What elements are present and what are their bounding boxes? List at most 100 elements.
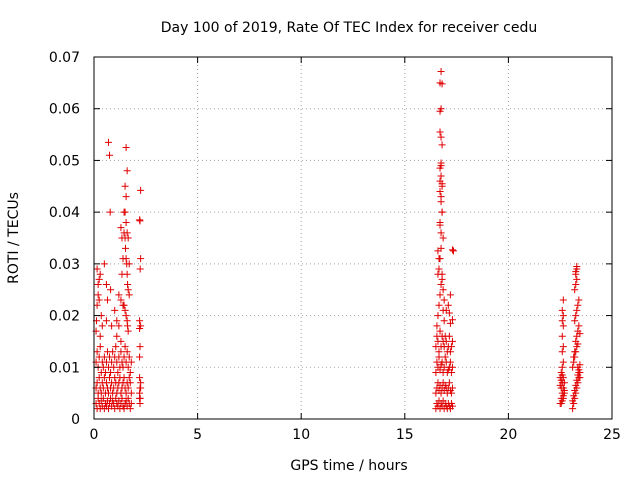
data-point — [93, 301, 101, 309]
data-point — [444, 301, 452, 309]
data-point — [558, 379, 566, 387]
data-point — [558, 363, 566, 371]
grid-lines — [94, 57, 612, 419]
data-point — [574, 340, 582, 348]
data-point — [558, 348, 566, 356]
data-point — [575, 296, 583, 304]
data-point — [436, 128, 444, 136]
data-point — [126, 379, 134, 387]
y-tick-label: 0.04 — [49, 205, 80, 221]
data-point — [575, 366, 583, 374]
data-point — [435, 348, 443, 356]
data-point — [437, 133, 445, 141]
x-tick-label: 25 — [603, 427, 621, 443]
data-point — [440, 317, 448, 325]
data-point — [572, 281, 580, 289]
data-point — [435, 301, 443, 309]
data-point — [448, 246, 456, 254]
data-point — [559, 296, 567, 304]
data-point — [449, 247, 457, 255]
data-point — [438, 80, 446, 88]
data-point — [122, 255, 130, 263]
data-point — [569, 397, 577, 405]
data-point — [435, 265, 443, 273]
data-point — [575, 322, 583, 330]
data-point — [95, 275, 103, 283]
data-point — [120, 301, 128, 309]
data-point — [436, 187, 444, 195]
x-tick-label: 20 — [499, 427, 517, 443]
data-point — [136, 217, 144, 225]
data-point — [136, 343, 144, 351]
data-point — [118, 234, 126, 242]
data-point — [94, 281, 102, 289]
data-point — [136, 265, 144, 273]
data-point — [93, 265, 101, 273]
data-point — [572, 312, 580, 320]
data-point — [114, 368, 122, 376]
data-point — [573, 262, 581, 270]
y-tick-label: 0.03 — [49, 257, 80, 273]
data-point — [94, 291, 102, 299]
data-point — [136, 353, 144, 361]
data-point — [572, 268, 580, 276]
data-point — [123, 348, 131, 356]
data-point — [122, 193, 130, 201]
data-point — [125, 291, 133, 299]
data-point — [448, 402, 456, 410]
data-point — [106, 151, 114, 159]
data-point — [436, 164, 444, 172]
x-tick-label: 0 — [90, 427, 99, 443]
data-point — [574, 371, 582, 379]
data-point — [106, 208, 114, 216]
data-point — [124, 327, 132, 335]
data-point — [437, 193, 445, 201]
data-point — [105, 138, 113, 146]
data-point — [93, 348, 101, 356]
data-point — [109, 348, 117, 356]
data-point — [95, 296, 103, 304]
data-point — [571, 317, 579, 325]
data-point — [136, 374, 144, 382]
data-point — [102, 281, 110, 289]
data-point — [124, 286, 132, 294]
data-point — [559, 343, 567, 351]
data-point — [115, 291, 123, 299]
data-point — [437, 172, 445, 180]
data-point — [108, 322, 116, 330]
data-point — [115, 322, 123, 330]
data-point — [123, 167, 131, 175]
data-point — [445, 379, 453, 387]
y-tick-labels: 0 0.01 0.02 0.03 0.04 0.05 0.06 0.07 — [49, 50, 80, 428]
data-point — [572, 381, 580, 389]
x-tick-labels: 0 5 10 15 20 25 — [90, 427, 621, 443]
data-point — [434, 247, 442, 255]
data-point — [437, 159, 445, 167]
data-point — [98, 322, 106, 330]
data-point — [437, 105, 445, 113]
data-point — [571, 348, 579, 356]
data-point — [137, 384, 145, 392]
data-point — [99, 394, 107, 402]
data-point — [136, 317, 144, 325]
x-tick-label: 10 — [292, 427, 310, 443]
data-point — [448, 316, 456, 324]
data-point — [438, 180, 446, 188]
data-point — [124, 363, 132, 371]
scatter-points — [92, 67, 584, 413]
data-point — [557, 399, 565, 407]
data-point — [107, 286, 115, 294]
data-point — [137, 255, 145, 263]
data-point — [112, 343, 120, 351]
data-point — [122, 312, 130, 320]
data-point — [438, 275, 446, 283]
y-tick-label: 0.01 — [49, 360, 80, 376]
y-tick-label: 0.06 — [49, 102, 80, 118]
data-point — [570, 392, 578, 400]
data-point — [438, 141, 446, 149]
data-point — [121, 306, 129, 314]
data-point — [439, 234, 447, 242]
data-point — [127, 389, 135, 397]
data-point — [559, 374, 567, 382]
